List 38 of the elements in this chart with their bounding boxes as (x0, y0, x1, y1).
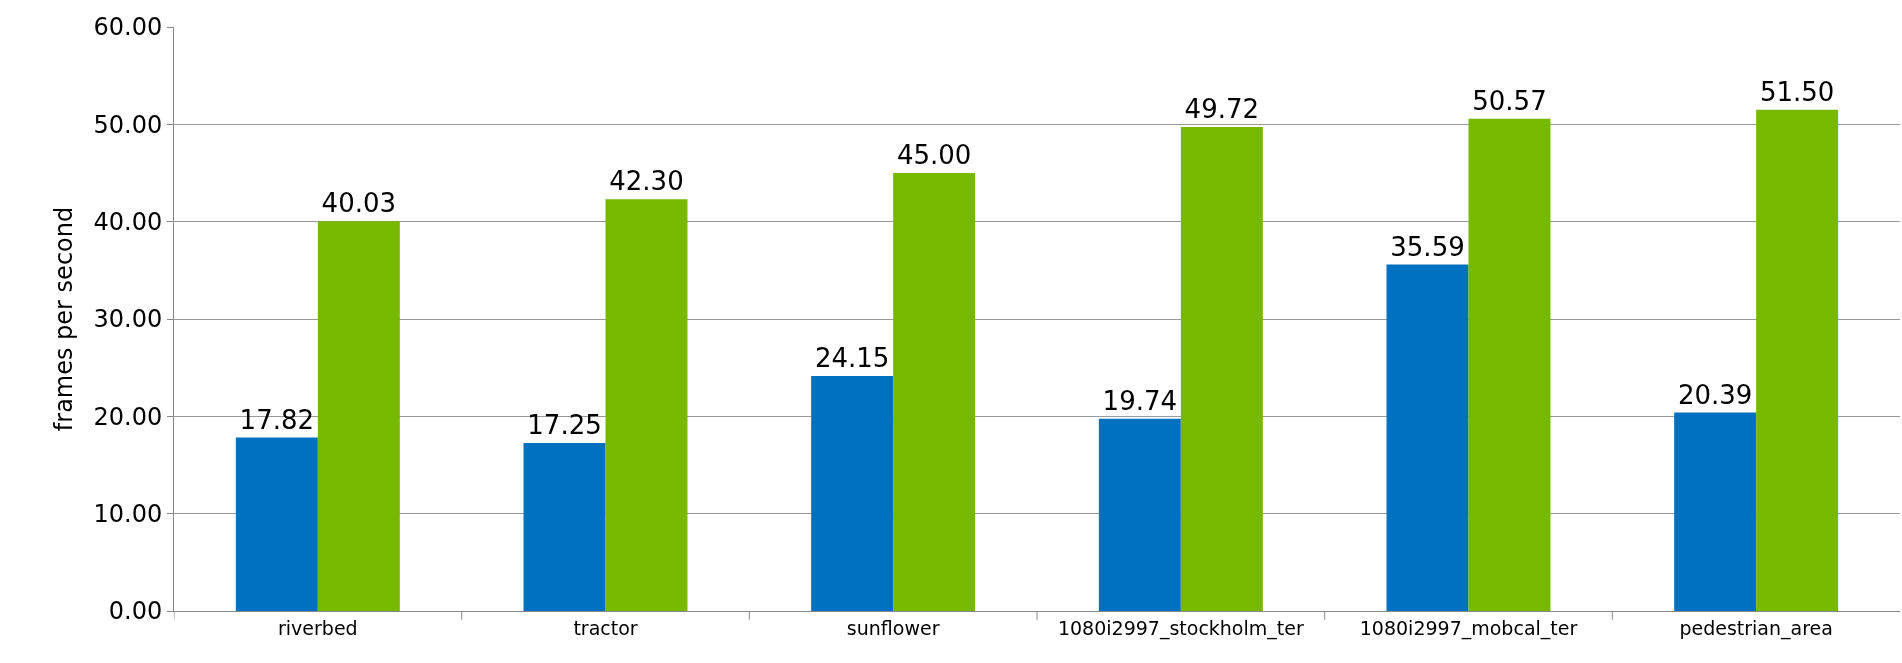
y-tick-label: 30.00 (93, 305, 163, 334)
y-tick-label: 0.00 (108, 597, 163, 626)
x-tick-label: 1080i2997_stockholm_ter (1057, 616, 1304, 640)
y-axis-title: frames per second (49, 206, 78, 432)
data-label: 45.00 (896, 140, 972, 170)
data-label: 24.15 (814, 342, 890, 373)
data-label: 17.25 (527, 410, 602, 441)
bar (1674, 412, 1757, 611)
y-tick-label: 10.00 (93, 500, 163, 529)
bar (523, 443, 606, 611)
bar (1098, 418, 1181, 611)
y-tick-label: 60.00 (93, 13, 163, 42)
bar (1468, 118, 1551, 611)
x-tick-label: 1080i2997_mobcal_ter (1359, 616, 1578, 640)
data-label: 19.74 (1102, 385, 1178, 416)
x-tick-label: pedestrian_area (1679, 616, 1833, 640)
bar (893, 173, 976, 611)
data-label: 20.39 (1677, 379, 1753, 410)
x-tick-label: sunflower (846, 616, 940, 639)
y-tick-label: 50.00 (93, 110, 163, 139)
data-label: 51.50 (1759, 76, 1835, 107)
bar (1386, 264, 1469, 611)
data-label: 40.03 (321, 188, 397, 219)
data-label: 17.82 (239, 404, 315, 435)
x-tick-label: tractor (573, 616, 638, 639)
data-label: 50.57 (1472, 85, 1547, 116)
bar (605, 199, 688, 611)
bar (317, 221, 400, 611)
bar (235, 437, 318, 611)
bar (1180, 127, 1263, 611)
data-label: 35.59 (1390, 231, 1465, 262)
y-tick-label: 20.00 (93, 402, 163, 431)
x-tick-label: riverbed (278, 616, 358, 639)
bar (811, 375, 894, 611)
data-label: 42.30 (609, 166, 684, 197)
bar (1756, 109, 1839, 611)
data-label: 49.72 (1184, 94, 1260, 125)
y-tick-label: 40.00 (93, 208, 163, 237)
